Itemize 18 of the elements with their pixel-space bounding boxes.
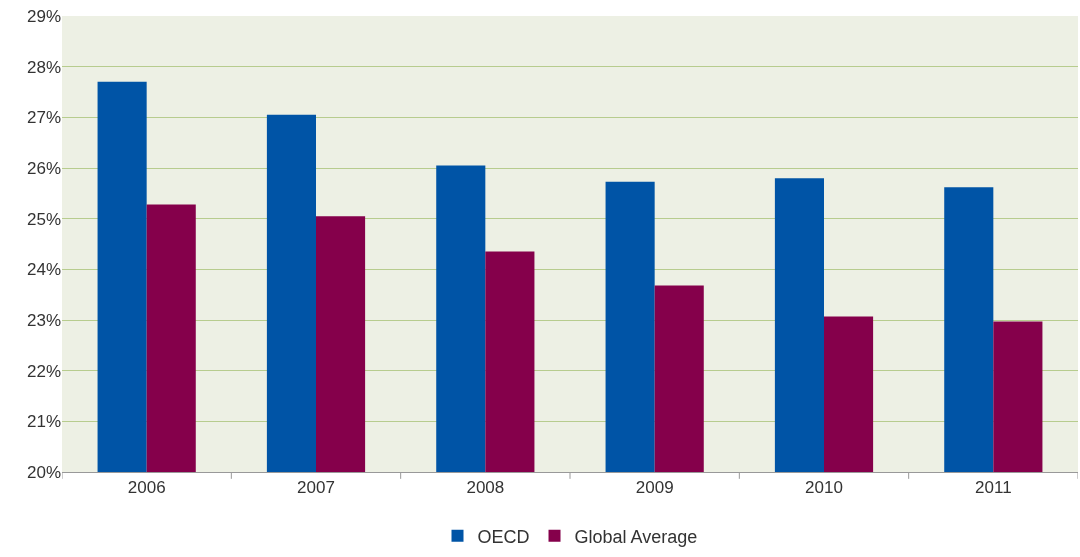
y-tick-label: 27% bbox=[26, 108, 61, 128]
y-tick-label: 25% bbox=[26, 209, 61, 229]
legend-label: OECD bbox=[477, 526, 530, 547]
x-tick-label: 2008 bbox=[466, 478, 505, 498]
y-tick-label: 21% bbox=[26, 412, 61, 432]
y-tick-label: 26% bbox=[26, 158, 61, 178]
x-tick-label: 2006 bbox=[127, 478, 166, 498]
x-tick-label: 2007 bbox=[297, 478, 335, 498]
y-tick-label: 24% bbox=[26, 260, 61, 280]
x-tick-label: 2011 bbox=[975, 478, 1012, 498]
x-tick-label: 2009 bbox=[635, 478, 674, 498]
y-tick-label: 29% bbox=[26, 6, 61, 26]
y-tick-label: 22% bbox=[26, 361, 61, 381]
legend-label: Global Average bbox=[574, 526, 698, 547]
x-tick-label: 2010 bbox=[805, 478, 843, 498]
y-tick-label: 20% bbox=[26, 462, 61, 482]
y-tick-label: 28% bbox=[26, 57, 61, 77]
y-tick-label: 23% bbox=[26, 310, 61, 330]
